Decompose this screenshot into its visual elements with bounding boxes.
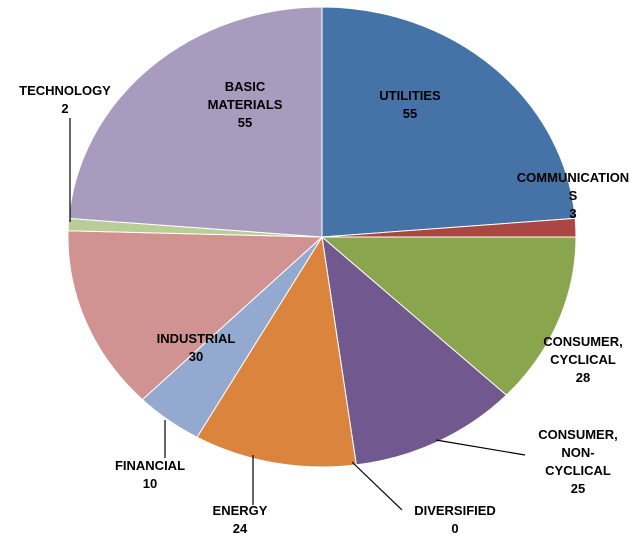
label-value: 28 [575, 370, 591, 385]
leader-line [351, 461, 403, 511]
label-value: 55 [402, 106, 418, 121]
label-value: 0 [451, 521, 459, 536]
data-label: CONSUMER, NON-CYCLICAL 25 [533, 426, 623, 498]
label-value: 30 [188, 349, 204, 364]
label-name: CONSUMER, CYCLICAL [543, 334, 623, 367]
label-value: 2 [61, 101, 69, 116]
pie-slice [320, 236, 577, 396]
data-label: TECHNOLOGY 2 [5, 82, 125, 118]
data-label: CONSUMER, CYCLICAL 28 [538, 333, 628, 387]
pie-slice [68, 6, 323, 238]
label-value: 55 [237, 115, 253, 130]
label-name: FINANCIAL [114, 458, 186, 473]
label-value: 24 [232, 521, 248, 536]
pie-slice [196, 235, 357, 468]
label-name: INDUSTRIAL [156, 331, 236, 346]
label-name: UTILITIES [379, 88, 441, 103]
pie-slice [321, 6, 576, 238]
label-value: 10 [142, 476, 158, 491]
label-name: DIVERSIFIED [414, 503, 496, 518]
label-name: BASIC MATERIALS [207, 79, 283, 112]
data-label: COMMUNICATIONS 3 [513, 169, 633, 223]
slices [67, 6, 577, 468]
label-name: COMMUNICATIONS [516, 170, 630, 203]
pie-slice [321, 235, 508, 466]
label-name: TECHNOLOGY [19, 83, 111, 98]
leader-line [435, 439, 526, 456]
label-name: ENERGY [212, 503, 268, 518]
data-label: BASIC MATERIALS 55 [200, 78, 290, 132]
label-name: CONSUMER, NON-CYCLICAL [538, 427, 618, 478]
label-value: 3 [569, 206, 577, 221]
data-label: ENERGY 24 [185, 502, 295, 538]
data-label: UTILITIES 55 [350, 87, 470, 123]
pie-slice [67, 230, 324, 401]
leader-lines [69, 118, 526, 511]
data-label: INDUSTRIAL 30 [141, 330, 251, 366]
data-label: DIVERSIFIED 0 [400, 502, 510, 538]
data-label: FINANCIAL 10 [95, 457, 205, 493]
label-value: 25 [570, 481, 586, 496]
